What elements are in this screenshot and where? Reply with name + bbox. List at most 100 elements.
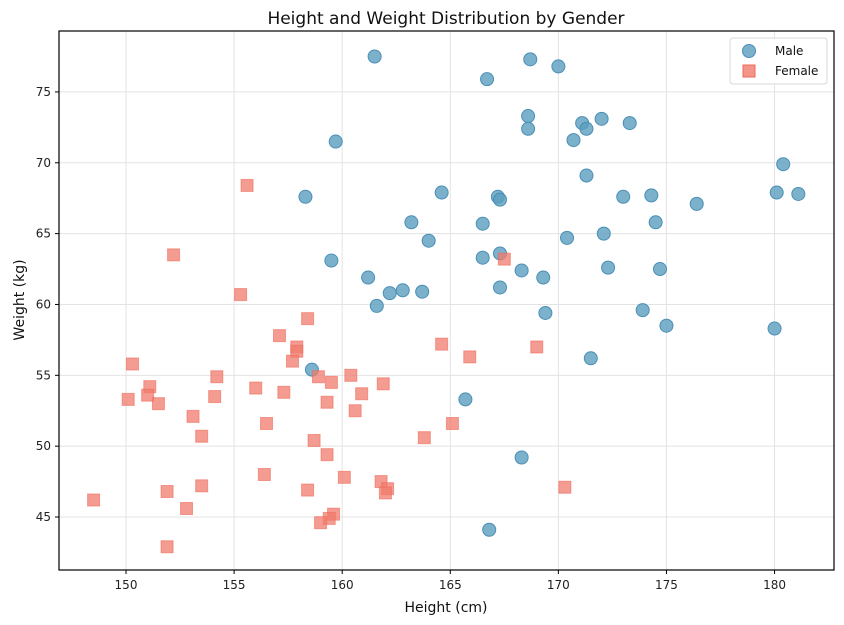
male-point bbox=[566, 133, 581, 148]
male-point bbox=[434, 185, 449, 200]
male-point bbox=[769, 185, 784, 200]
male-point bbox=[367, 49, 382, 64]
female-point bbox=[160, 540, 174, 554]
y-tick-label: 55 bbox=[36, 368, 51, 382]
female-point bbox=[320, 395, 334, 409]
male-point bbox=[767, 321, 782, 336]
y-axis-label: Weight (kg) bbox=[12, 259, 28, 340]
female-point bbox=[378, 486, 392, 500]
female-point bbox=[121, 392, 135, 406]
female-point bbox=[151, 397, 165, 411]
female-point bbox=[463, 350, 477, 364]
female-point bbox=[141, 388, 155, 402]
data-points bbox=[87, 49, 806, 554]
legend-male-label: Male bbox=[775, 44, 803, 58]
male-point bbox=[298, 189, 313, 204]
male-point bbox=[523, 52, 538, 67]
chart-title: Height and Weight Distribution by Gender bbox=[267, 9, 624, 29]
grid-lines bbox=[59, 31, 834, 570]
series-female bbox=[87, 178, 572, 554]
x-tick-label: 160 bbox=[331, 578, 354, 592]
male-point bbox=[361, 270, 376, 285]
female-point bbox=[195, 479, 209, 493]
male-point bbox=[596, 226, 611, 241]
x-tick-label: 165 bbox=[439, 578, 462, 592]
female-point bbox=[195, 429, 209, 443]
male-point bbox=[480, 72, 495, 87]
female-point bbox=[435, 337, 449, 351]
female-point bbox=[344, 368, 358, 382]
y-tick-label: 45 bbox=[36, 510, 51, 524]
female-point bbox=[314, 516, 328, 530]
y-axis-ticks: 45 50 55 60 65 70 75 bbox=[36, 85, 59, 524]
female-point bbox=[260, 416, 274, 430]
male-point bbox=[514, 450, 529, 465]
male-point bbox=[475, 216, 490, 231]
female-point bbox=[210, 370, 224, 384]
series-male bbox=[298, 49, 806, 537]
female-point bbox=[320, 448, 334, 462]
male-point bbox=[594, 111, 609, 126]
female-point bbox=[240, 178, 254, 192]
male-point bbox=[659, 318, 674, 333]
female-point bbox=[497, 252, 511, 266]
male-point bbox=[328, 134, 343, 149]
male-point bbox=[415, 284, 430, 299]
female-point bbox=[208, 390, 222, 404]
male-point bbox=[635, 303, 650, 318]
y-tick-label: 75 bbox=[36, 85, 51, 99]
male-point bbox=[616, 189, 631, 204]
female-point bbox=[376, 377, 390, 391]
y-tick-label: 70 bbox=[36, 156, 51, 170]
female-point bbox=[301, 483, 315, 497]
male-point bbox=[648, 215, 663, 230]
male-point bbox=[560, 230, 575, 245]
x-tick-label: 150 bbox=[115, 578, 138, 592]
female-point bbox=[160, 485, 174, 499]
female-point bbox=[87, 493, 101, 507]
female-point bbox=[273, 329, 287, 343]
female-point bbox=[445, 416, 459, 430]
plot-frame bbox=[58, 30, 835, 571]
male-point bbox=[395, 283, 410, 298]
female-point bbox=[234, 288, 248, 302]
x-tick-label: 180 bbox=[763, 578, 786, 592]
male-point bbox=[493, 192, 508, 207]
male-point bbox=[583, 351, 598, 366]
legend-female-label: Female bbox=[775, 64, 818, 78]
y-tick-label: 65 bbox=[36, 227, 51, 241]
male-point bbox=[493, 280, 508, 295]
male-point bbox=[689, 196, 704, 211]
female-point bbox=[417, 431, 431, 445]
male-point bbox=[369, 298, 384, 313]
female-point bbox=[180, 502, 194, 516]
x-tick-label: 170 bbox=[547, 578, 570, 592]
female-point bbox=[530, 340, 544, 354]
female-point bbox=[249, 381, 263, 395]
legend: Male Female bbox=[729, 37, 828, 85]
y-tick-label: 60 bbox=[36, 297, 51, 311]
male-point bbox=[579, 168, 594, 183]
female-point bbox=[311, 370, 325, 384]
male-point bbox=[421, 233, 436, 248]
male-point bbox=[458, 392, 473, 407]
male-point bbox=[551, 59, 566, 74]
male-point bbox=[482, 522, 497, 537]
female-point bbox=[337, 470, 351, 484]
female-point bbox=[301, 312, 315, 326]
female-point bbox=[324, 375, 338, 389]
y-tick-label: 50 bbox=[36, 439, 51, 453]
male-point bbox=[652, 262, 667, 277]
legend-female-marker bbox=[742, 64, 756, 78]
male-point bbox=[404, 215, 419, 230]
female-point bbox=[167, 248, 181, 262]
female-point bbox=[186, 409, 200, 423]
x-axis-ticks: 150 155 160 165 170 175 180 bbox=[115, 570, 786, 592]
male-point bbox=[475, 250, 490, 265]
male-point bbox=[791, 186, 806, 201]
female-point bbox=[558, 480, 572, 494]
x-axis-label: Height (cm) bbox=[405, 600, 488, 616]
male-point bbox=[622, 116, 637, 131]
female-point bbox=[285, 354, 299, 368]
